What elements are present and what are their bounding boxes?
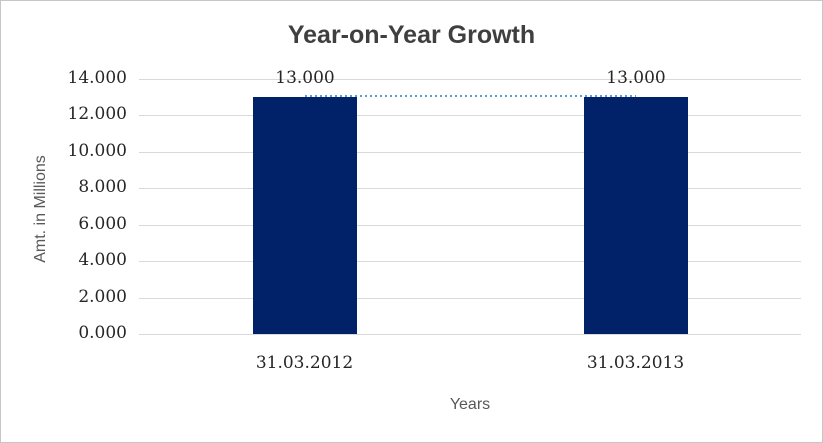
- data-label: 13.000: [606, 68, 666, 88]
- gridline: [139, 79, 801, 80]
- y-tick-label: 0.000: [78, 323, 127, 343]
- x-tick-label: 31.03.2013: [586, 353, 685, 373]
- y-tick-label: 4.000: [78, 250, 127, 270]
- bar: [253, 97, 357, 334]
- data-label: 13.000: [275, 68, 335, 88]
- gridline: [139, 334, 801, 335]
- gridline: [139, 115, 801, 116]
- y-tick-label: 6.000: [78, 214, 127, 234]
- bar: [584, 97, 688, 334]
- gridline: [139, 188, 801, 189]
- y-tick-label: 2.000: [78, 287, 127, 307]
- gridline: [139, 261, 801, 262]
- x-tick-label: 31.03.2012: [255, 353, 354, 373]
- gridline: [139, 225, 801, 226]
- y-tick-label: 14.000: [67, 68, 127, 88]
- y-tick-label: 8.000: [78, 177, 127, 197]
- chart-title: Year-on-Year Growth: [287, 21, 536, 49]
- gridline: [139, 298, 801, 299]
- gridline: [139, 152, 801, 153]
- y-tick-label: 10.000: [67, 141, 127, 161]
- x-axis-title: Years: [449, 396, 491, 413]
- y-tick-label: 12.000: [67, 104, 127, 124]
- trendline: [305, 95, 636, 97]
